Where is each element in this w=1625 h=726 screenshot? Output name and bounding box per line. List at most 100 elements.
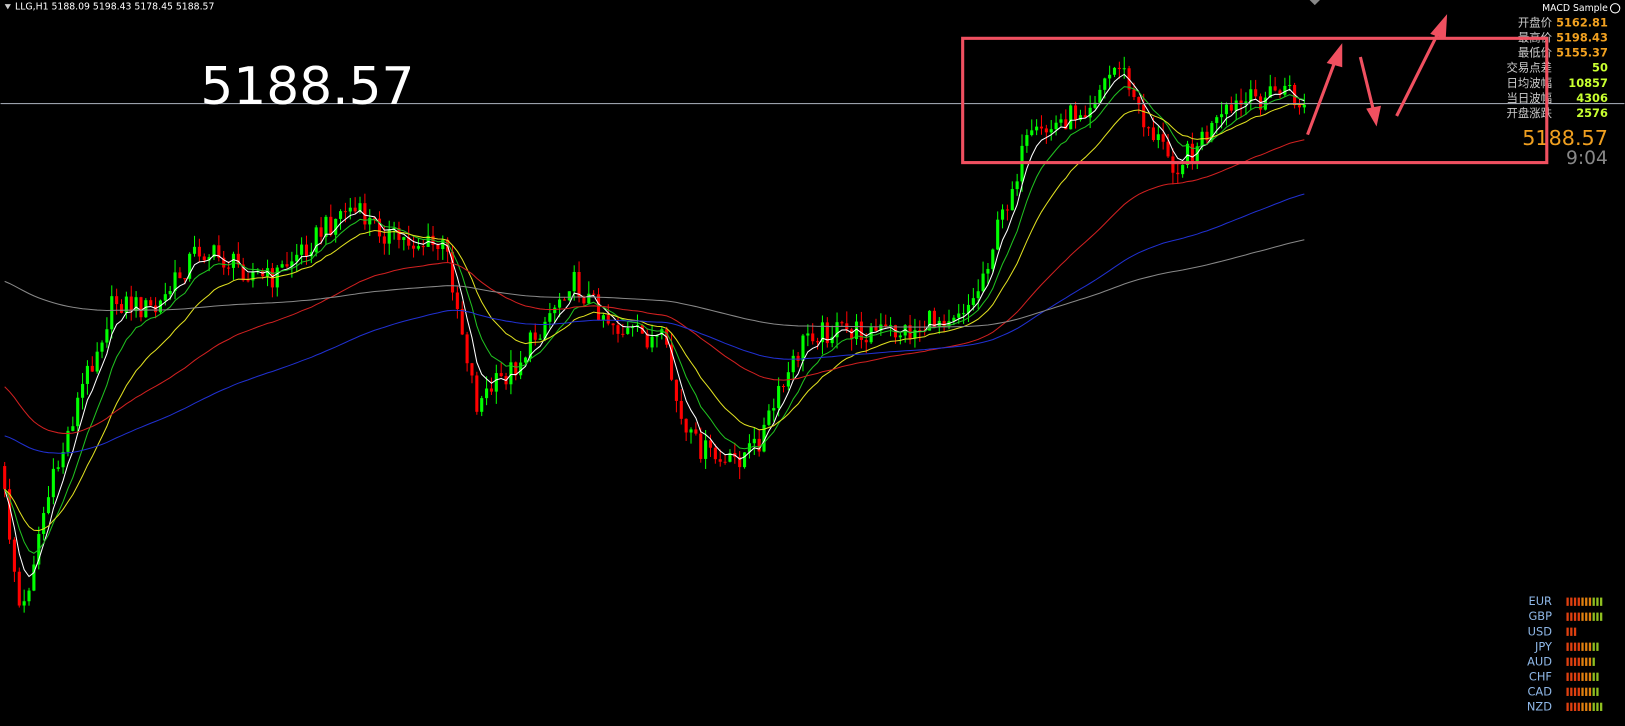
candle-body bbox=[1000, 209, 1005, 220]
candle-body bbox=[421, 246, 425, 248]
candle-body bbox=[592, 293, 596, 295]
candle-body bbox=[1156, 134, 1160, 141]
strength-bar bbox=[1573, 702, 1577, 711]
strength-bar bbox=[1573, 657, 1577, 666]
candle-body bbox=[704, 440, 708, 459]
candle-body bbox=[1122, 68, 1126, 70]
candle-body bbox=[1088, 107, 1092, 118]
candle-body bbox=[217, 245, 221, 258]
candle-body bbox=[353, 207, 357, 212]
candle-body bbox=[942, 320, 946, 327]
candle-body bbox=[76, 397, 80, 427]
strength-bar bbox=[1588, 642, 1592, 651]
candle-body bbox=[358, 203, 362, 212]
strength-bar bbox=[1592, 642, 1595, 651]
candle-body bbox=[95, 351, 99, 372]
info-label: 开盘价 bbox=[1518, 15, 1553, 29]
strength-bar bbox=[1570, 672, 1573, 681]
candle-body bbox=[1220, 114, 1224, 118]
candle-body bbox=[1249, 89, 1253, 102]
candle-body bbox=[1093, 102, 1097, 108]
strength-bar bbox=[1573, 612, 1577, 621]
candle-body bbox=[543, 321, 547, 339]
currency-label: CAD bbox=[1527, 684, 1552, 698]
candle-body bbox=[533, 332, 537, 340]
candle-body bbox=[319, 227, 323, 237]
candle-body bbox=[611, 323, 615, 326]
strength-bar bbox=[1566, 642, 1569, 651]
arrow bbox=[1306, 59, 1337, 136]
candle-body bbox=[1181, 164, 1185, 175]
close-icon[interactable] bbox=[1609, 3, 1621, 14]
candle-body bbox=[343, 211, 347, 213]
moving-average bbox=[4, 139, 1305, 434]
strength-bar bbox=[1577, 672, 1580, 681]
current-price: 5188.57 bbox=[1522, 126, 1608, 150]
candle-body bbox=[1030, 130, 1034, 136]
strength-bar bbox=[1588, 672, 1592, 681]
candle-body bbox=[1098, 89, 1102, 103]
strength-bar bbox=[1585, 657, 1588, 666]
candle-body bbox=[251, 271, 255, 281]
candle-body bbox=[1185, 143, 1190, 165]
strength-bar bbox=[1596, 687, 1599, 696]
candle-body bbox=[66, 430, 70, 452]
strength-bar bbox=[1566, 612, 1569, 621]
candle-body bbox=[884, 324, 888, 327]
candle-body bbox=[1190, 143, 1194, 162]
candle-body bbox=[222, 257, 226, 268]
candle-body bbox=[562, 299, 567, 301]
candle-body bbox=[1137, 97, 1141, 105]
candle-body bbox=[373, 217, 377, 219]
candle-body bbox=[129, 296, 133, 312]
candle-body bbox=[1224, 104, 1229, 115]
candle-body bbox=[241, 264, 245, 281]
strength-bar bbox=[1570, 702, 1573, 711]
candle-body bbox=[1117, 67, 1121, 70]
strength-bar bbox=[1570, 642, 1573, 651]
candle-body bbox=[295, 254, 299, 262]
indicator-name: MACD Sample bbox=[1542, 3, 1608, 14]
strength-bar bbox=[1570, 612, 1573, 621]
strength-bar bbox=[1600, 597, 1603, 606]
arrow-head bbox=[1430, 14, 1448, 40]
candle-body bbox=[377, 218, 382, 237]
candle-body bbox=[265, 268, 270, 277]
candle-body bbox=[7, 489, 12, 540]
info-value: 4306 bbox=[1576, 91, 1608, 105]
strength-bar bbox=[1581, 597, 1584, 606]
candle-body bbox=[42, 513, 46, 534]
candle-body bbox=[1161, 134, 1165, 142]
symbol-header: LLG,H1 5188.09 5198.43 5178.45 5188.57 bbox=[15, 2, 214, 13]
candle-body bbox=[124, 296, 128, 313]
candle-body bbox=[996, 219, 1000, 250]
candle-body bbox=[743, 452, 747, 468]
candle-body bbox=[402, 237, 406, 240]
strength-bar bbox=[1596, 672, 1599, 681]
candle-body bbox=[650, 336, 654, 348]
candle-body bbox=[811, 333, 815, 342]
candle-body bbox=[523, 357, 528, 363]
candle-body bbox=[197, 246, 201, 257]
candle-body bbox=[304, 244, 309, 257]
strength-bar bbox=[1592, 687, 1595, 696]
strength-bar bbox=[1570, 687, 1573, 696]
candle-body bbox=[202, 256, 206, 261]
candle-body bbox=[767, 410, 771, 425]
candle-body bbox=[236, 253, 240, 265]
currency-label: AUD bbox=[1527, 654, 1552, 668]
candle-body bbox=[1044, 128, 1048, 133]
candle-body bbox=[1083, 115, 1087, 118]
candle-body bbox=[898, 335, 902, 338]
strength-bar bbox=[1566, 672, 1569, 681]
candle-body bbox=[908, 325, 912, 339]
info-label: 最低价 bbox=[1518, 46, 1553, 60]
candle-body bbox=[669, 344, 674, 380]
candle-body bbox=[188, 253, 192, 279]
strength-bar bbox=[1600, 702, 1603, 711]
candle-body bbox=[694, 429, 698, 434]
info-value: 2576 bbox=[1576, 106, 1608, 120]
strength-bar bbox=[1596, 642, 1599, 651]
candle-body bbox=[12, 539, 16, 572]
candle-body bbox=[1205, 131, 1209, 141]
